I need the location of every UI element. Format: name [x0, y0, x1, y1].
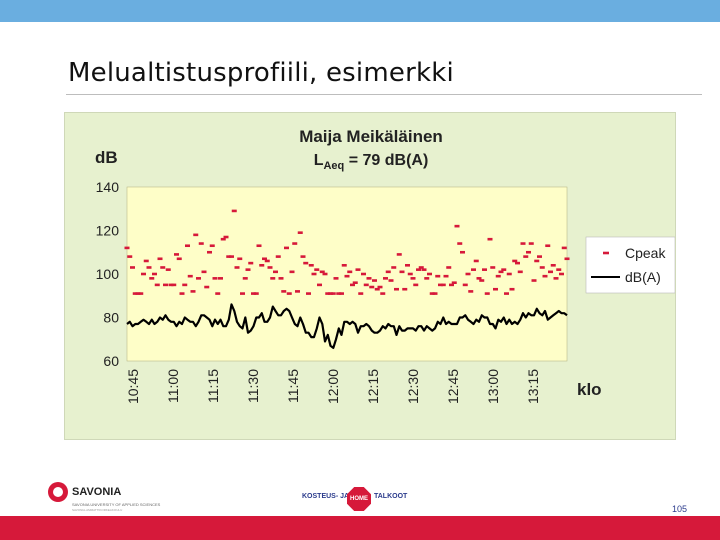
x-tick-label: 11:00: [165, 369, 181, 403]
x-tick-label: 13:00: [485, 369, 501, 404]
y-tick-label: 60: [103, 353, 119, 369]
chart-panel: Maija Meikäläinen LAeq = 79 dB(A) dB klo…: [64, 112, 676, 440]
dba-line: [126, 303, 568, 349]
savonia-emblem-icon: [48, 482, 68, 502]
chart-title: Maija Meikäläinen: [299, 127, 443, 146]
x-tick-label: 10:45: [125, 369, 141, 404]
savonia-logo-tagline: SAVONIA UNIVERSITY OF APPLIED SCIENCES: [72, 502, 161, 507]
plot-area: [126, 186, 568, 362]
bottom-accent-bar: [0, 516, 720, 540]
x-tick-label: 11:45: [285, 369, 301, 403]
x-tick-label: 12:45: [445, 369, 461, 404]
y-tick-label: 80: [103, 310, 119, 326]
chart-legend: Cpeak dB(A): [585, 236, 676, 294]
x-tick-label: 11:15: [205, 369, 221, 403]
y-tick-label: 120: [96, 223, 120, 239]
legend-box: [585, 236, 676, 294]
kosteus-home-talkoot-logo: KOSTEUS- JA HOME TALKOOT: [302, 486, 412, 512]
legend-cpeak-label: Cpeak: [625, 245, 666, 261]
y-tick-label: 140: [96, 179, 120, 195]
x-tick-label: 13:15: [525, 369, 541, 404]
savonia-logo-text: SAVONIA: [72, 486, 122, 498]
kosteus-logo-right: TALKOOT: [374, 493, 408, 500]
y-axis-label: dB: [95, 148, 118, 167]
title-divider: [66, 94, 702, 95]
chart-subtitle: LAeq = 79 dB(A): [314, 152, 429, 172]
legend-dba-label: dB(A): [625, 269, 661, 285]
y-tick-label: 100: [96, 266, 120, 282]
savonia-logo: SAVONIA SAVONIA UNIVERSITY OF APPLIED SC…: [48, 482, 161, 514]
subtitle-subscript: Aeq: [323, 160, 344, 172]
slide-title: Melualtistusprofiili, esimerkki: [68, 58, 454, 88]
noise-profile-chart: Maija Meikäläinen LAeq = 79 dB(A) dB klo…: [95, 127, 676, 404]
x-tick-label: 12:00: [325, 369, 341, 404]
top-accent-bar: [0, 0, 720, 22]
kosteus-logo-left: KOSTEUS- JA: [302, 493, 350, 500]
savonia-logo-subtagline: SAVONIA-AMMATTIKORKEAKOULU: [72, 508, 123, 512]
x-tick-label: 12:15: [365, 369, 381, 404]
x-tick-label: 12:30: [405, 369, 421, 404]
subtitle-value: = 79 dB(A): [344, 152, 428, 169]
x-tick-label: 11:30: [245, 369, 261, 403]
home-stop-sign-icon: HOME: [347, 487, 371, 511]
x-axis-label: klo: [577, 380, 602, 399]
subtitle-l: L: [314, 152, 324, 169]
page-number: 105: [672, 504, 688, 514]
